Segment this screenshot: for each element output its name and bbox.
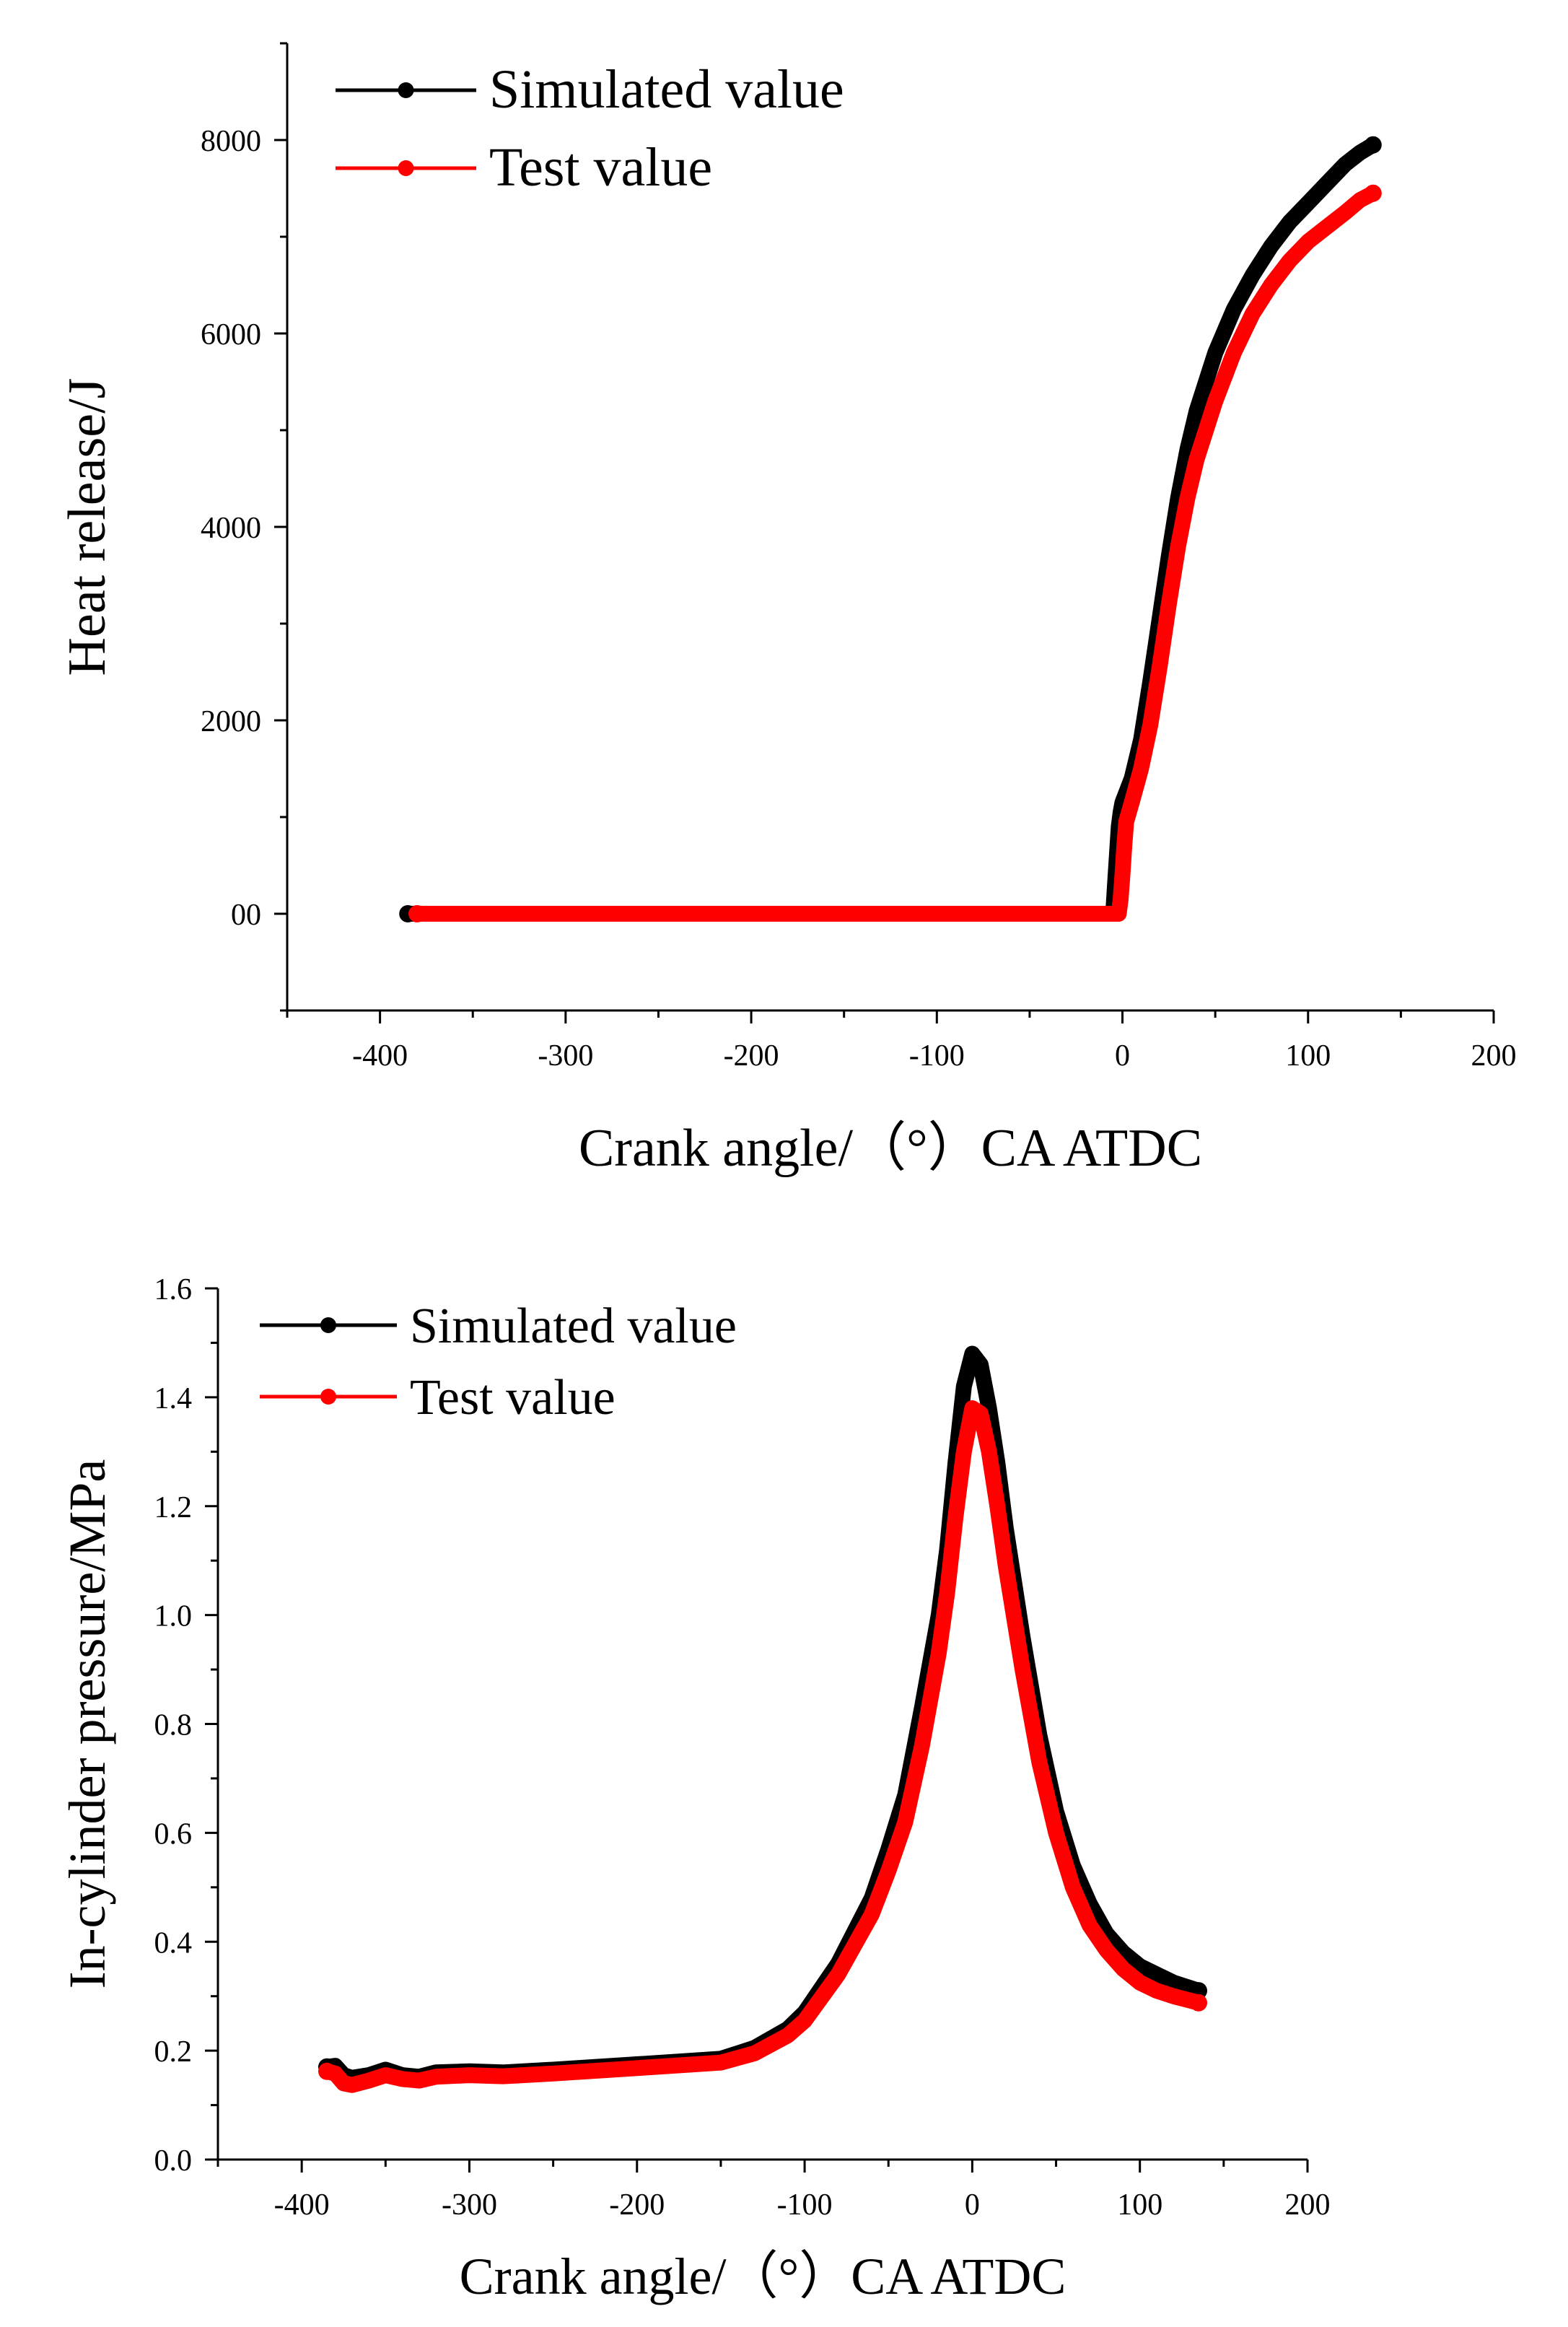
series-point bbox=[408, 905, 426, 922]
y-tick-label: 4000 bbox=[201, 512, 261, 545]
legend-marker bbox=[398, 82, 414, 98]
series-point bbox=[1190, 1994, 1207, 2012]
x-tick-label: -200 bbox=[724, 1039, 779, 1073]
y-tick-label: 0.2 bbox=[154, 2035, 193, 2069]
legend-label: Test value bbox=[489, 137, 712, 198]
x-axis-label: Crank angle/（°）CA ATDC bbox=[579, 1119, 1202, 1178]
series-point bbox=[318, 2062, 336, 2080]
x-tick-label: 100 bbox=[1285, 1039, 1331, 1073]
legend-label: Simulated value bbox=[410, 1298, 737, 1354]
legend-label: Test value bbox=[410, 1370, 616, 1426]
y-tick-label: 00 bbox=[231, 899, 261, 932]
y-tick-label: 1.4 bbox=[154, 1382, 193, 1415]
y-tick-label: 1.2 bbox=[154, 1491, 193, 1524]
x-tick-label: -200 bbox=[609, 2188, 665, 2222]
y-axis-label: Heat release/J bbox=[58, 378, 117, 676]
series-line-simulated bbox=[400, 136, 1381, 922]
legend-marker bbox=[320, 1389, 336, 1405]
x-tick-label: 200 bbox=[1285, 2188, 1331, 2222]
x-tick-label: -300 bbox=[442, 2188, 497, 2222]
y-tick-label: 0.6 bbox=[154, 1817, 193, 1851]
y-tick-label: 0.4 bbox=[154, 1926, 193, 1960]
pressure-chart: -400 -300 -200 -100 0 100 200 0.0 0.2 0.4 0.6 0.8 1.… bbox=[58, 1273, 1331, 2305]
y-tick-label: 0.8 bbox=[154, 1709, 193, 1742]
y-tick-label: 0.0 bbox=[154, 2144, 193, 2178]
series-point bbox=[1364, 136, 1382, 154]
series-line-test bbox=[319, 1400, 1206, 2093]
x-tick-label: -100 bbox=[777, 2188, 833, 2222]
heat-release-chart: -400 -300 -200 -100 0 100 200 00 2000 4000 6000 800… bbox=[58, 42, 1517, 1178]
series-point bbox=[1364, 184, 1382, 202]
legend-marker bbox=[398, 160, 414, 176]
y-tick-label: 8000 bbox=[201, 125, 261, 158]
y-tick-label: 2000 bbox=[201, 705, 261, 738]
x-tick-label: -300 bbox=[538, 1039, 593, 1073]
legend-marker bbox=[320, 1317, 336, 1333]
x-tick-label: -400 bbox=[352, 1039, 408, 1073]
x-axis-label: Crank angle/（°）CA ATDC bbox=[460, 2248, 1066, 2305]
x-tick-label: 0 bbox=[1115, 1039, 1130, 1073]
x-tick-label: -400 bbox=[274, 2188, 330, 2222]
x-tick-label: 0 bbox=[965, 2188, 980, 2222]
legend-label: Simulated value bbox=[489, 59, 844, 120]
series-line-test bbox=[409, 185, 1381, 922]
x-tick-label: -100 bbox=[909, 1039, 965, 1073]
y-tick-label: 6000 bbox=[201, 318, 261, 352]
y-axis-label: In-cylinder pressure/MPa bbox=[58, 1459, 116, 1989]
x-tick-label: 200 bbox=[1471, 1039, 1517, 1073]
series-line-simulated bbox=[319, 1345, 1206, 2086]
y-tick-label: 1.6 bbox=[154, 1273, 193, 1306]
x-tick-label: 100 bbox=[1117, 2188, 1162, 2222]
y-tick-label: 1.0 bbox=[154, 1600, 193, 1633]
